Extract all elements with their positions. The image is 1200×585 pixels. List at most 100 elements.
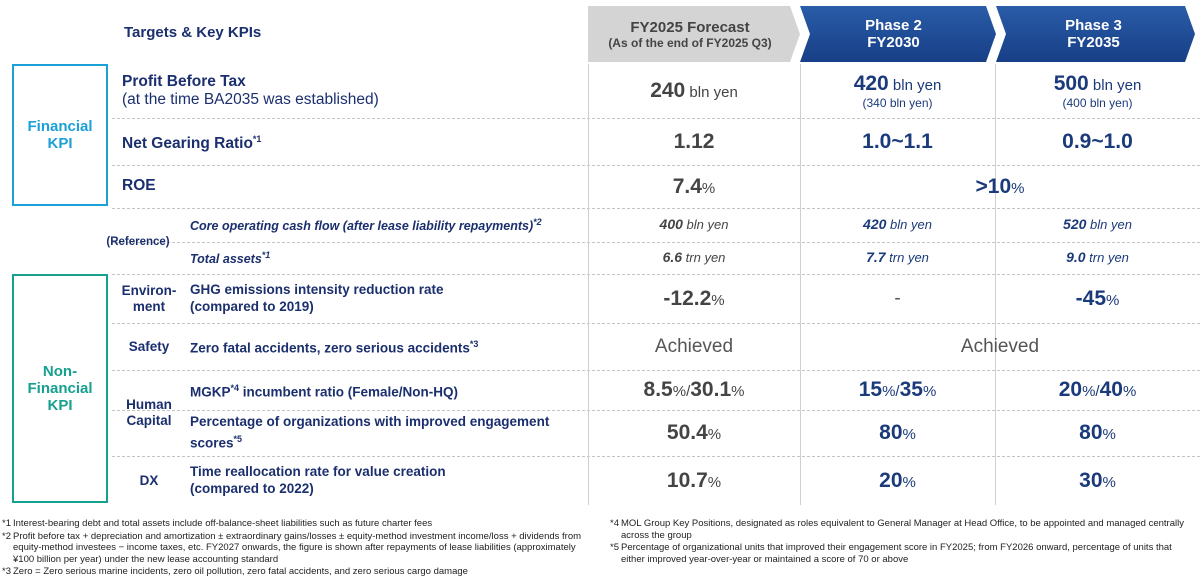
value-number: 40	[1099, 378, 1123, 401]
value: 50.4%	[667, 421, 721, 445]
footnote: *4 MOL Group Key Positions, designated as…	[610, 518, 1195, 541]
category-label: Environ-ment	[112, 274, 186, 323]
value-number: 7.4	[672, 174, 702, 198]
value-number: 8.5	[643, 378, 673, 401]
value-cell: -45%	[995, 274, 1200, 323]
value-unit: %	[1011, 179, 1025, 197]
value-unit: %	[707, 473, 722, 491]
category-label: Human Capital	[112, 370, 186, 456]
value-unit: %	[1106, 291, 1120, 309]
value-number: 20	[1058, 378, 1083, 401]
label-text: Profit Before Tax	[122, 72, 246, 90]
footnote: *5 Percentage of organizational units tha…	[610, 542, 1195, 565]
footnote-mark: *1	[2, 518, 11, 529]
value-unit: %	[731, 383, 745, 400]
value: 420 bln yen	[863, 216, 932, 234]
label-text: incumbent ratio (Female/Non-HQ)	[239, 384, 459, 399]
value-number: -	[894, 287, 901, 309]
value: >10%	[976, 175, 1025, 199]
value: 1.12	[674, 130, 715, 154]
column-title: Phase 3	[1065, 17, 1122, 34]
value: 420 bln yen	[854, 72, 942, 96]
row-label: Total assets*1	[190, 242, 582, 274]
label-text: Percentage of organizations with improve…	[190, 414, 550, 451]
label-line: (at the time BA2035 was established)	[122, 91, 379, 108]
value-number: 20	[879, 468, 903, 492]
header-title: Targets & Key KPIs	[124, 24, 262, 41]
label-line: Total assets*1	[190, 248, 582, 268]
footnote: *2 Profit before tax + depreciation and a…	[2, 531, 592, 566]
value-number: 0.9~1.0	[1062, 129, 1133, 153]
row-divider	[112, 323, 1200, 324]
value-unit: bln yen	[1086, 217, 1132, 232]
value-number: 7.7	[866, 249, 886, 265]
category-line: DX	[139, 472, 159, 488]
column-title: Phase 2	[865, 17, 922, 34]
footnote-ref: *2	[533, 217, 542, 228]
value-unit: %	[707, 426, 722, 443]
header-bg	[800, 6, 996, 62]
footnote-text: Percentage of organizational units that …	[621, 542, 1172, 565]
value-cell: 500 bln yen (400 bln yen)	[995, 64, 1200, 118]
category-label: DX	[112, 456, 186, 505]
value: -12.2%	[663, 287, 724, 311]
value: 7.7 trn yen	[866, 249, 929, 267]
value-cell: 1.0~1.1	[800, 118, 995, 165]
group-line: KPI	[47, 135, 73, 152]
value-unit: bln yen	[1088, 77, 1142, 94]
header-bg	[588, 6, 800, 62]
value: 6.6 trn yen	[663, 249, 726, 267]
label-line: (compared to 2019)	[190, 298, 314, 314]
value-cell: >10%	[800, 165, 1200, 208]
value-unit: bln yen	[886, 217, 932, 232]
label-line: Time reallocation rate for value creatio…	[190, 464, 582, 481]
label-text: ROE	[122, 177, 156, 195]
row-label: Core operating cash flow (after lease li…	[190, 208, 582, 242]
value-number: 15	[858, 378, 883, 401]
value-unit: %	[902, 473, 916, 491]
label-text: Zero fatal accidents, zero serious accid…	[190, 340, 470, 356]
value-cell: 30%	[995, 456, 1200, 505]
value-cell: 8.5%/30.1%	[588, 370, 800, 410]
row-divider	[112, 165, 1200, 166]
label-text: Time reallocation rate for value creatio…	[190, 464, 446, 479]
row-divider	[112, 456, 1200, 457]
label-line: Profit Before Tax	[122, 73, 582, 92]
value-cell: 7.7 trn yen	[800, 242, 995, 274]
column-subtitle: FY2035	[1067, 34, 1120, 51]
column-title: FY2025 Forecast	[630, 18, 750, 36]
category-line: Environ-	[121, 282, 177, 298]
category-line: Capital	[126, 413, 172, 428]
column-divider	[995, 64, 996, 505]
value: 15%/35%	[859, 378, 937, 402]
value-cell: 1.12	[588, 118, 800, 165]
value-sub: (340 bln yen)	[862, 96, 933, 110]
column-subtitle: FY2030	[867, 34, 920, 51]
value: 500 bln yen	[1054, 72, 1142, 96]
column-divider	[800, 64, 801, 505]
value-number: -45	[1075, 286, 1106, 310]
value-unit: bln yen	[888, 77, 942, 94]
group-line: Non-	[42, 363, 78, 380]
row-label: Net Gearing Ratio*1	[122, 118, 582, 165]
value-cell: Achieved	[800, 323, 1200, 370]
label-text: Net Gearing Ratio	[122, 134, 253, 152]
value-number: 1.0~1.1	[862, 129, 933, 153]
value-number: >10	[975, 174, 1012, 198]
column-header: Phase 2 FY2030	[800, 8, 987, 60]
label-text: Total assets	[190, 252, 262, 267]
label-line: ROE	[122, 177, 582, 196]
group-line: Financial	[27, 380, 93, 397]
value-unit: %	[1102, 426, 1116, 443]
group-line: (Reference)	[106, 236, 170, 248]
value-number: 30	[1079, 468, 1103, 492]
value: 8.5%/30.1%	[644, 378, 745, 402]
value-cell: 50.4%	[588, 410, 800, 456]
footnote-text: Interest-bearing debt and total assets i…	[13, 518, 433, 529]
value-number: 520	[1063, 216, 1087, 232]
label-line: Core operating cash flow (after lease li…	[190, 215, 582, 235]
group-label: Non- Financial KPI	[12, 274, 108, 503]
value-cell: 7.4%	[588, 165, 800, 208]
value-unit: %	[902, 426, 916, 443]
